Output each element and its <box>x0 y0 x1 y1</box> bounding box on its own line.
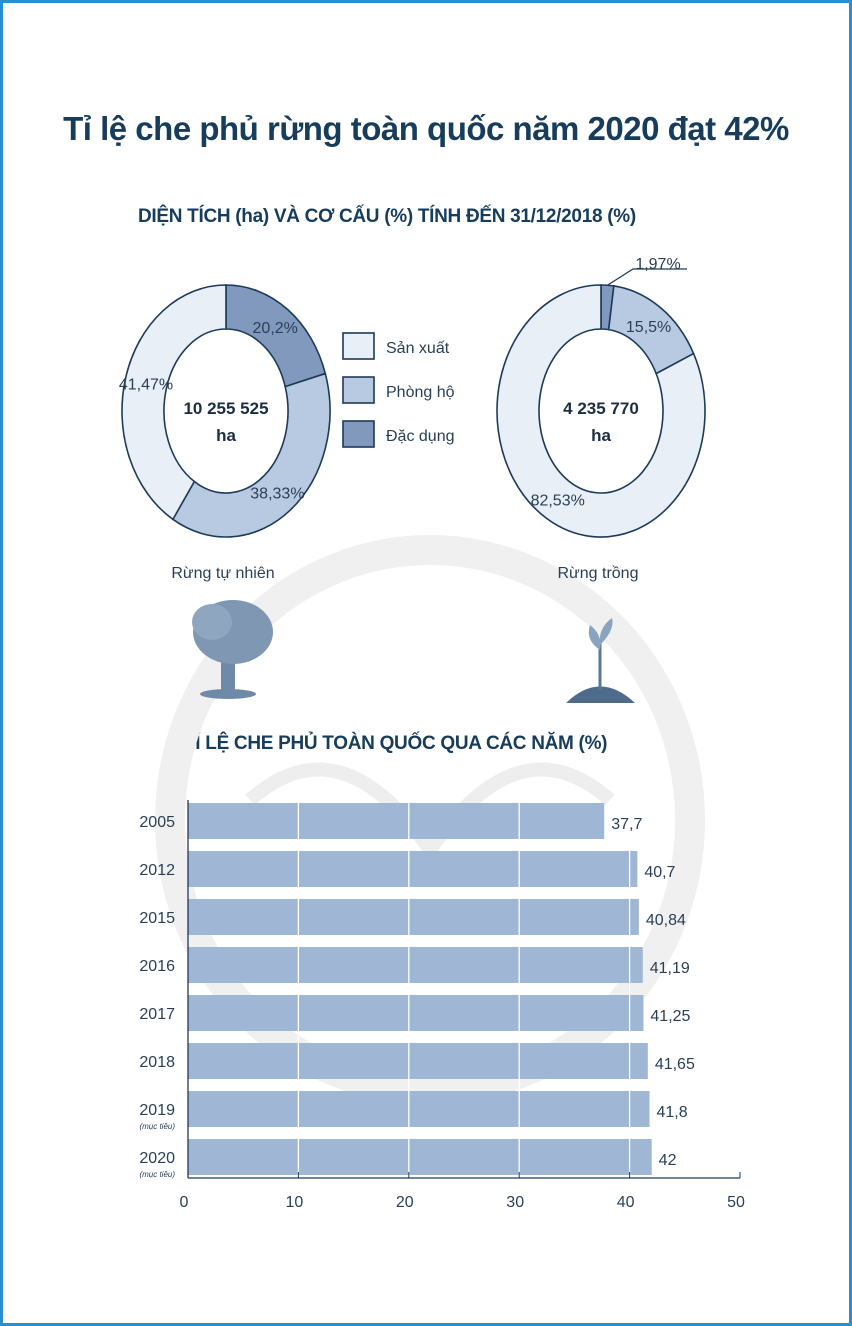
legend-swatch <box>342 420 375 448</box>
category-label: 2020 <box>139 1150 175 1167</box>
soil-mound <box>566 686 635 703</box>
slice-label: 38,33% <box>250 486 304 503</box>
seedling-leaf <box>588 625 601 650</box>
slice-label: 15,5% <box>626 319 671 336</box>
slice-label: 82,53% <box>531 493 585 510</box>
bar-value-label: 42 <box>659 1152 677 1169</box>
watermark-logo-icon <box>155 535 705 1105</box>
bar <box>188 1139 652 1175</box>
leader-line <box>607 268 687 286</box>
bar-value-label: 40,84 <box>646 912 686 929</box>
bar-value-label: 41,8 <box>656 1104 687 1121</box>
bar-value-label: 41,65 <box>655 1056 695 1073</box>
donut-natural: 20,2% 38,33% 41,47% 10 255 525 ha Rừng tự nhi… <box>119 284 331 582</box>
bar-value-label: 41,25 <box>650 1008 690 1025</box>
legend-label: Phòng hộ <box>386 384 455 401</box>
legend-swatch <box>342 376 375 404</box>
category-label: 2005 <box>139 814 175 831</box>
donut-unit: ha <box>216 426 236 445</box>
x-tick-label: 30 <box>506 1194 524 1211</box>
donut-unit: ha <box>591 426 611 445</box>
bar-value-label: 40,7 <box>644 864 675 881</box>
bar-chart: 37,7 2005 40,7 2012 40,84 2015 41,19 2016 41,25 2… <box>139 800 745 1211</box>
legend-swatch <box>342 332 375 360</box>
slice-label: 20,2% <box>253 320 298 337</box>
category-label: 2018 <box>139 1054 175 1071</box>
x-tick-label: 40 <box>617 1194 635 1211</box>
category-label: 2017 <box>139 1006 175 1023</box>
bar-value-label: 41,19 <box>650 960 690 977</box>
legend-label: Sản xuất <box>386 340 450 357</box>
watermark-book <box>245 762 615 863</box>
bar-value-label: 37,7 <box>611 816 642 833</box>
bar <box>188 803 605 839</box>
seedling-leaf <box>599 618 613 645</box>
bar <box>188 1091 650 1127</box>
bar-chart-title: TỈ LỆ CHE PHỦ TOÀN QUỐC QUA CÁC NĂM (%) <box>184 733 608 754</box>
tree-crown <box>192 604 232 640</box>
tree-icon <box>192 600 273 699</box>
category-label: 2015 <box>139 910 175 927</box>
donut-section-title: DIỆN TÍCH (ha) VÀ CƠ CẤU (%) TÍNH ĐẾN 31… <box>138 206 636 227</box>
category-label: 2019 <box>139 1102 175 1119</box>
x-tick-label: 50 <box>727 1194 745 1211</box>
bar <box>188 947 643 983</box>
donut-slice <box>121 284 227 521</box>
bar <box>188 995 644 1031</box>
donut-planted: 1,97% 15,5% 82,53% 4 235 770 ha Rừng trồng <box>496 256 706 582</box>
x-tick-label: 10 <box>286 1194 304 1211</box>
bar <box>188 851 638 887</box>
seedling-icon <box>566 618 635 703</box>
slice-label: 41,47% <box>119 376 173 393</box>
page-title: Tỉ lệ che phủ rừng toàn quốc năm 2020 đạ… <box>63 110 789 147</box>
donut-name: Rừng tự nhiên <box>171 565 274 582</box>
watermark-ring <box>155 535 705 1105</box>
donut-slice <box>171 372 331 538</box>
legend-label: Đặc dụng <box>386 428 455 445</box>
donut-slice <box>496 284 706 538</box>
bar <box>188 899 639 935</box>
category-note: (mục tiêu) <box>139 1122 175 1131</box>
x-tick-label: 20 <box>396 1194 414 1211</box>
category-label: 2016 <box>139 958 175 975</box>
category-note: (mục tiêu) <box>139 1170 175 1179</box>
donut-total: 4 235 770 <box>563 399 639 418</box>
donut-total: 10 255 525 <box>183 399 268 418</box>
tree-ground <box>200 689 256 699</box>
donut-name: Rừng trồng <box>558 565 639 582</box>
bar <box>188 1043 648 1079</box>
slice-label: 1,97% <box>635 256 680 273</box>
category-label: 2012 <box>139 862 175 879</box>
x-tick-label: 0 <box>180 1194 189 1211</box>
